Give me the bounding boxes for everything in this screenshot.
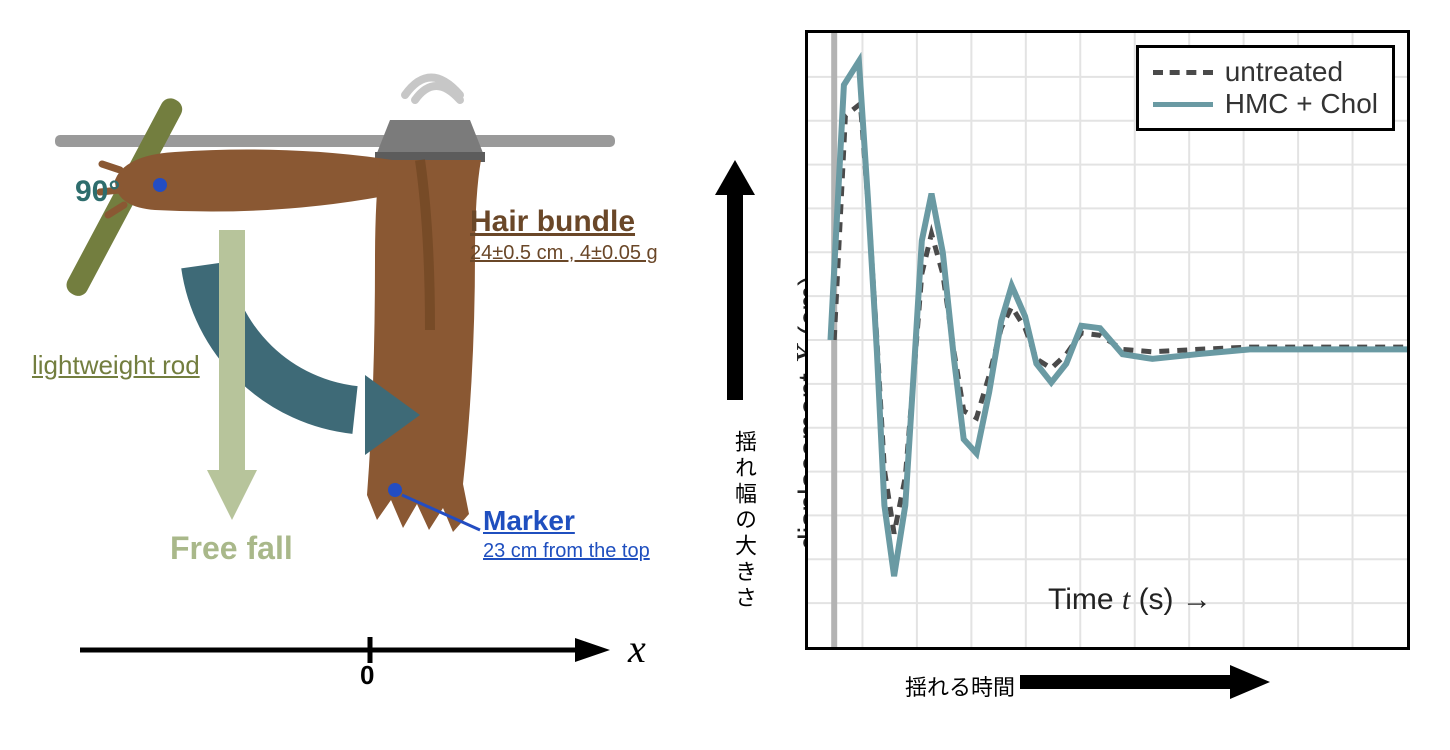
marker-sub: 23 cm from the top [483,540,650,563]
legend-swatch-hmc [1153,102,1213,107]
x-axis-arrow [575,638,610,662]
series-untreated [834,104,1407,534]
bundle-sub: 24±0.5 cm , 4±0.05 g [470,242,658,265]
freefall-arrow-head [207,470,257,520]
y-direction-arrow [715,160,755,410]
legend-label-untreated: untreated [1225,56,1343,88]
jp-y-label: 揺れ幅の大きさ [728,430,760,612]
displacement-chart-panel: 揺れ幅の大きさ displacement X (cm) untreated HM… [720,30,1420,720]
x-axis-label: Time t (s) → [1048,583,1212,617]
freefall-label: Free fall [170,530,293,567]
marker-label: Marker [483,505,575,537]
marker-dot-hanging [388,483,402,497]
legend-row-hmc: HMC + Chol [1153,88,1378,120]
jp-x-label: 揺れる時間 [905,670,1015,702]
origin-label: 0 [360,660,374,691]
legend-row-untreated: untreated [1153,56,1378,88]
angle-label: 90° [75,175,120,209]
bundle-label: Hair bundle [470,205,635,239]
rod-label: lightweight rod [32,350,200,381]
clip-handle [405,78,460,101]
legend-swatch-untreated [1153,70,1213,75]
marker-dot-horizontal [153,178,167,192]
experiment-diagram: 90° lightweight rod Hair bundle 24±0.5 c… [20,40,700,700]
x-axis-label: x [628,625,646,672]
chart-box: untreated HMC + Chol Time t (s) → [805,30,1410,650]
legend-label-hmc: HMC + Chol [1225,88,1378,120]
legend: untreated HMC + Chol [1136,45,1395,131]
x-direction-arrow [1020,665,1270,699]
support-bar [55,135,615,147]
